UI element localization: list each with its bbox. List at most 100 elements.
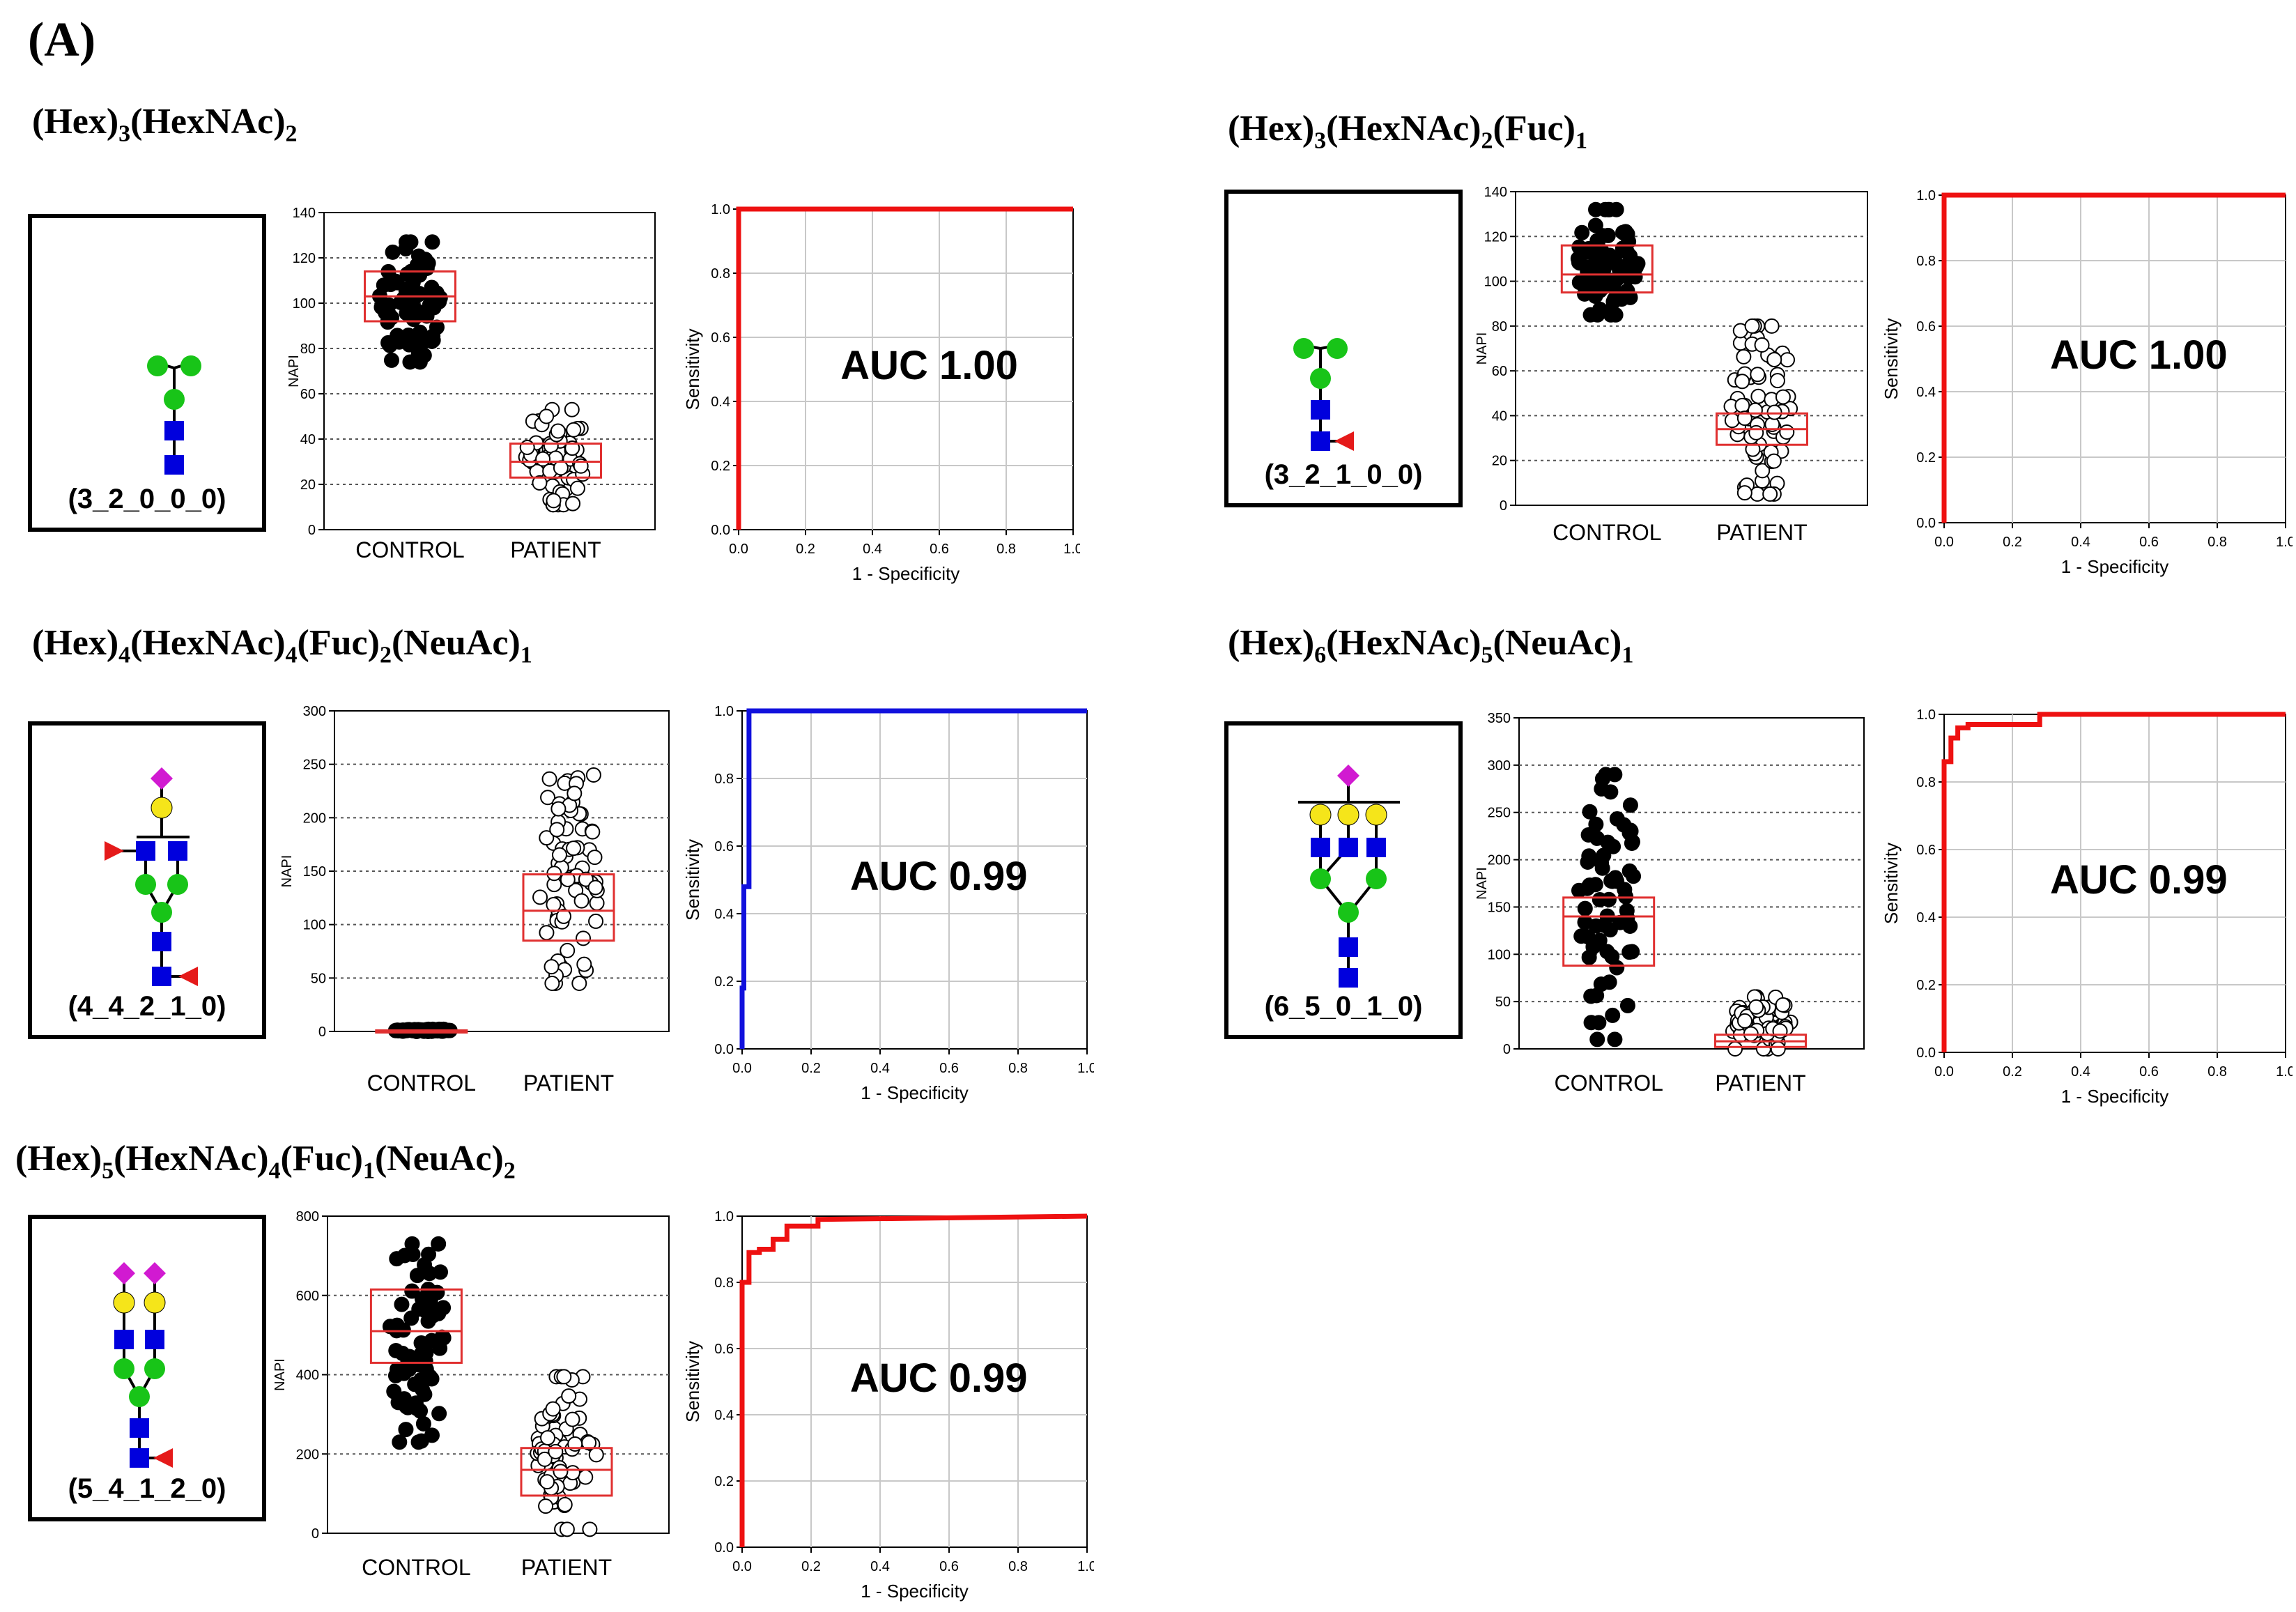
y-tick-label: 80 <box>1492 319 1507 335</box>
x-tick-label: 1.0 <box>2276 535 2293 550</box>
x-category-label: CONTROL <box>362 1555 470 1580</box>
data-point <box>566 422 582 438</box>
hexnac-square-icon <box>1339 838 1358 857</box>
data-point <box>1601 974 1617 990</box>
y-axis-label: NAPI <box>286 355 302 387</box>
y-axis-label: Sensitivity <box>1881 843 1902 924</box>
plot-frame <box>1515 191 1868 506</box>
x-category-label: CONTROL <box>1554 1070 1663 1096</box>
y-tick-label: 350 <box>1488 711 1511 726</box>
title-subscript: 2 <box>379 642 392 668</box>
data-point <box>420 1313 436 1329</box>
data-point <box>417 1386 433 1402</box>
fuc-triangle-icon <box>153 1448 173 1468</box>
title-text: (NeuAc) <box>374 1139 504 1179</box>
data-point <box>587 850 603 866</box>
x-tick-label: 1.0 <box>1077 1559 1094 1574</box>
gal-circle-icon <box>1309 804 1332 826</box>
data-point <box>1754 337 1770 353</box>
data-point <box>540 790 556 806</box>
data-point <box>535 451 551 467</box>
data-point <box>401 1361 417 1377</box>
y-axis-label: NAPI <box>1474 867 1490 900</box>
data-point <box>1736 1013 1752 1029</box>
hexnac-square-icon <box>152 932 171 951</box>
data-point <box>392 334 408 350</box>
glycan-structure-box-4: (6_5_0_1_0) <box>1224 721 1463 1039</box>
data-point <box>1762 486 1778 502</box>
title-subscript: 1 <box>1621 642 1634 668</box>
title-subscript: 3 <box>118 121 131 147</box>
x-tick-label: 0.8 <box>1008 1559 1028 1574</box>
data-point <box>561 1388 577 1404</box>
data-point <box>1750 388 1766 404</box>
data-point <box>1592 892 1608 908</box>
glycan-code-2: (3_2_1_0_0) <box>1264 459 1423 490</box>
box <box>509 443 602 479</box>
data-point <box>537 1451 553 1467</box>
y-axis-label: Sensitivity <box>1881 318 1902 399</box>
y-tick-label: 200 <box>1488 853 1511 868</box>
x-axis-label: 1 - Specificity <box>861 1581 969 1602</box>
data-point <box>1588 201 1604 217</box>
hex-circle-icon <box>180 355 201 376</box>
x-tick-label: 0.8 <box>1008 1061 1028 1076</box>
hex-circle-icon <box>151 902 172 923</box>
y-tick-label: 0.2 <box>711 459 730 474</box>
data-point <box>421 1246 437 1262</box>
box <box>522 873 615 942</box>
title-subscript: 2 <box>503 1158 516 1184</box>
y-tick-label: 100 <box>1488 947 1511 962</box>
data-point <box>1734 397 1750 413</box>
title-subscript: 5 <box>1481 642 1493 668</box>
data-point <box>585 767 601 783</box>
title-text: (HexNAc) <box>130 102 286 141</box>
data-point <box>578 1469 594 1485</box>
x-tick-label: 0.6 <box>2139 535 2159 550</box>
data-point <box>538 1498 554 1514</box>
title-text: (Hex) <box>15 1139 102 1179</box>
x-tick-label: 0.4 <box>2071 1064 2090 1080</box>
gal-circle-icon <box>151 797 173 819</box>
data-point <box>1627 269 1643 285</box>
data-point <box>1622 822 1638 838</box>
y-tick-label: 0.2 <box>714 974 734 990</box>
data-point <box>519 439 535 455</box>
gal-circle-icon <box>144 1291 166 1314</box>
data-point <box>1587 217 1603 233</box>
x-axis-label: 1 - Specificity <box>2061 1086 2169 1107</box>
y-tick-label: 0.8 <box>714 1275 734 1291</box>
y-tick-label: 1.0 <box>711 202 730 217</box>
roc-curve-1: 0.0 0.2 0.4 0.6 0.8 1.0 0.0 0.2 0.4 0.6 0.8 1.0 1 - … <box>682 202 1080 584</box>
data-point <box>382 1319 398 1335</box>
data-point <box>549 822 565 838</box>
panel-label: (A) <box>28 13 96 67</box>
hexnac-square-icon <box>1311 400 1330 420</box>
data-point <box>553 460 569 476</box>
hexnac-square-icon <box>152 967 171 986</box>
glycan-structure-2 <box>1293 338 1354 451</box>
data-point <box>564 1411 580 1427</box>
auc-annotation: AUC 0.99 <box>850 1356 1028 1401</box>
y-tick-label: 100 <box>303 918 326 933</box>
data-point <box>539 1474 555 1490</box>
y-tick-label: 250 <box>1488 806 1511 821</box>
data-point <box>423 300 439 316</box>
data-point <box>406 312 422 328</box>
roc-curve-4: 0.0 0.2 0.4 0.6 0.8 1.0 0.0 0.2 0.4 0.6 0.8 1.0 1 - … <box>1881 707 2293 1107</box>
x-tick-label: 0.6 <box>930 542 949 557</box>
data-point <box>585 824 601 840</box>
x-tick-label: 0.0 <box>729 542 748 557</box>
x-tick-label: 0.0 <box>1934 535 1954 550</box>
hexnac-square-icon <box>164 421 184 440</box>
data-point <box>424 279 440 295</box>
y-tick-label: 0.0 <box>714 1540 734 1556</box>
y-tick-label: 0 <box>1500 498 1507 514</box>
title-subscript: 4 <box>118 642 131 668</box>
y-tick-label: 0.4 <box>711 394 730 410</box>
data-point <box>546 896 562 912</box>
data-point <box>557 1496 573 1512</box>
roc-curve-3: 0.0 0.2 0.4 0.6 0.8 1.0 0.0 0.2 0.4 0.6 0.8 1.0 1 - … <box>682 704 1094 1103</box>
x-category-label: PATIENT <box>510 537 601 562</box>
glycan-code-1: (3_2_0_0_0) <box>68 484 226 514</box>
